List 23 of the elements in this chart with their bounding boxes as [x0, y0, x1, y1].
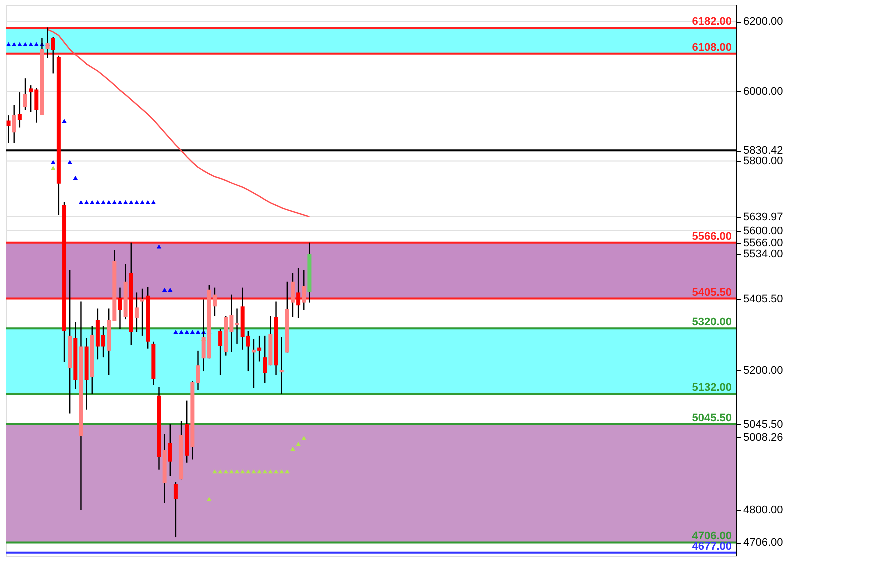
y-tick-label: 4800.00	[744, 504, 784, 516]
ref-line-label: 6108.00	[692, 42, 732, 54]
y-tick-label: 5405.50	[744, 293, 784, 306]
y-tick-label: 5008.26	[744, 432, 784, 444]
ref-line-label: 5405.50	[692, 286, 732, 299]
ref-line-label: 6182.00	[692, 16, 732, 28]
ref-line-label: 4677.00	[692, 540, 732, 553]
y-tick-label: 5200.00	[744, 364, 784, 377]
y-tick-label: 5639.97	[744, 212, 784, 224]
y-tick-label: 6000.00	[744, 86, 784, 98]
y-tick-label: 5566.00	[744, 237, 784, 250]
y-tick-label: 5534.00	[744, 248, 784, 260]
y-tick-label: 6200.00	[744, 16, 784, 28]
y-tick-label: 5045.50	[744, 418, 784, 431]
y-tick-label: 5800.00	[744, 156, 784, 168]
y-tick-label: 4706.00	[744, 537, 784, 550]
ref-line-label: 5320.00	[692, 316, 732, 329]
y-tick-label: 5830.42	[744, 145, 784, 158]
y-tick-label: 5600.00	[744, 225, 784, 238]
ref-line-label: 5132.00	[692, 382, 732, 394]
ref-line-label: 5045.50	[692, 412, 732, 424]
ref-line-label: 5566.00	[692, 230, 732, 243]
ref-line-label: 4706.00	[692, 530, 732, 543]
